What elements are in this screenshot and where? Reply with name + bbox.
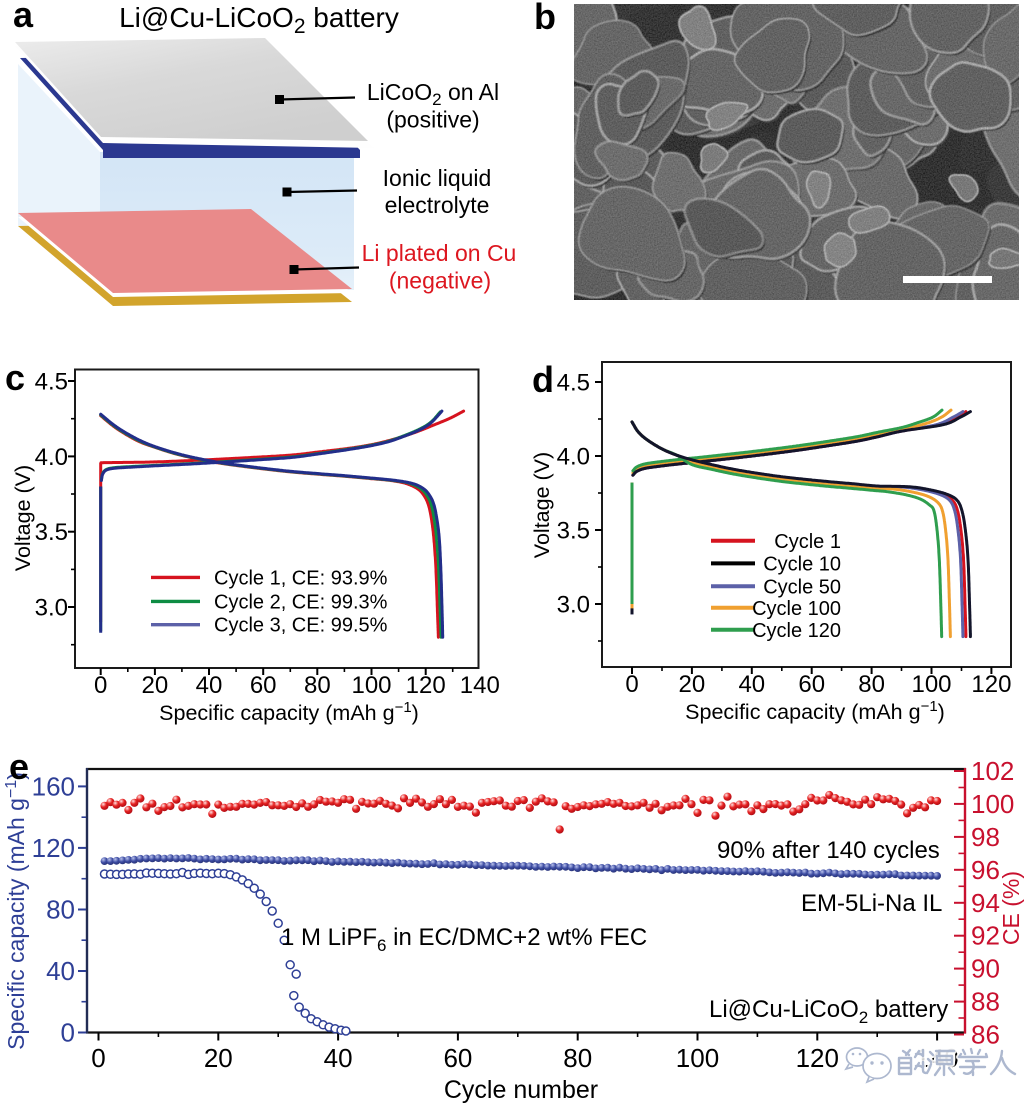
svg-text:20: 20 bbox=[204, 1043, 233, 1073]
svg-text:Specific capacity (mAh g−1): Specific capacity (mAh g−1) bbox=[685, 698, 945, 724]
svg-text:0: 0 bbox=[94, 672, 107, 699]
svg-text:40: 40 bbox=[46, 956, 75, 986]
svg-text:Li@Cu-LiCoO2 battery: Li@Cu-LiCoO2 battery bbox=[709, 996, 948, 1027]
svg-text:e: e bbox=[9, 746, 29, 787]
svg-text:Cycle 3, CE: 99.5%: Cycle 3, CE: 99.5% bbox=[214, 615, 388, 637]
svg-text:Ionic liquid: Ionic liquid bbox=[383, 165, 492, 191]
svg-text:4.5: 4.5 bbox=[557, 370, 590, 397]
svg-text:160: 160 bbox=[32, 771, 75, 801]
svg-text:electrolyte: electrolyte bbox=[385, 192, 490, 218]
svg-text:120: 120 bbox=[32, 833, 75, 863]
svg-text:80: 80 bbox=[858, 671, 885, 698]
svg-text:102: 102 bbox=[971, 756, 1014, 786]
svg-text:98: 98 bbox=[971, 822, 1000, 852]
svg-text:3.0: 3.0 bbox=[35, 595, 68, 622]
svg-text:100: 100 bbox=[971, 789, 1014, 819]
svg-text:Cycle number: Cycle number bbox=[444, 1076, 598, 1104]
svg-text:20: 20 bbox=[679, 671, 706, 698]
svg-text:Cycle 2, CE: 99.3%: Cycle 2, CE: 99.3% bbox=[214, 591, 388, 613]
svg-text:Specific capacity (mAh g−1): Specific capacity (mAh g−1) bbox=[159, 699, 419, 725]
svg-text:4.5: 4.5 bbox=[35, 369, 68, 396]
svg-text:20: 20 bbox=[142, 672, 169, 699]
svg-text:96: 96 bbox=[971, 855, 1000, 885]
svg-text:(negative): (negative) bbox=[389, 268, 491, 294]
svg-text:4.0: 4.0 bbox=[557, 444, 590, 471]
svg-text:Voltage (V): Voltage (V) bbox=[11, 465, 35, 571]
svg-text:3.5: 3.5 bbox=[557, 518, 590, 545]
svg-text:Voltage (V): Voltage (V) bbox=[530, 452, 554, 558]
svg-text:0: 0 bbox=[61, 1018, 75, 1048]
svg-text:c: c bbox=[5, 357, 25, 398]
svg-text:40: 40 bbox=[196, 672, 223, 699]
svg-text:Specific capacity (mAh g−1): Specific capacity (mAh g−1) bbox=[3, 772, 29, 1050]
svg-text:3.5: 3.5 bbox=[35, 519, 68, 546]
svg-text:60: 60 bbox=[250, 672, 277, 699]
svg-text:90% after 140 cycles: 90% after 140 cycles bbox=[717, 837, 940, 864]
svg-text:Cycle 10: Cycle 10 bbox=[763, 553, 841, 575]
svg-text:40: 40 bbox=[738, 671, 765, 698]
svg-text:90: 90 bbox=[971, 954, 1000, 984]
svg-text:60: 60 bbox=[798, 671, 825, 698]
svg-text:120: 120 bbox=[971, 671, 1011, 698]
svg-text:120: 120 bbox=[796, 1043, 839, 1073]
svg-text:80: 80 bbox=[563, 1043, 592, 1073]
svg-text:CE (%): CE (%) bbox=[998, 871, 1024, 945]
svg-text:80: 80 bbox=[46, 894, 75, 924]
svg-text:88: 88 bbox=[971, 987, 1000, 1017]
svg-text:a: a bbox=[13, 0, 34, 35]
svg-text:1 M LiPF6 in EC/DMC+2 wt% FEC: 1 M LiPF6 in EC/DMC+2 wt% FEC bbox=[281, 924, 647, 955]
svg-text:Cycle 1, CE: 93.9%: Cycle 1, CE: 93.9% bbox=[214, 567, 388, 589]
svg-text:0: 0 bbox=[91, 1043, 105, 1073]
svg-text:100: 100 bbox=[911, 671, 951, 698]
svg-text:0: 0 bbox=[625, 671, 638, 698]
svg-text:Li plated on Cu: Li plated on Cu bbox=[362, 240, 517, 266]
svg-text:Cycle 100: Cycle 100 bbox=[752, 598, 841, 620]
svg-text:86: 86 bbox=[971, 1020, 1000, 1050]
svg-text:d: d bbox=[532, 359, 554, 400]
svg-text:3.0: 3.0 bbox=[557, 592, 590, 619]
svg-text:80: 80 bbox=[304, 672, 331, 699]
svg-text:Cycle 1: Cycle 1 bbox=[774, 531, 841, 553]
svg-text:LiCoO2 on Al: LiCoO2 on Al bbox=[367, 79, 499, 109]
svg-text:60: 60 bbox=[443, 1043, 472, 1073]
svg-text:92: 92 bbox=[971, 921, 1000, 951]
svg-text:140: 140 bbox=[460, 672, 500, 699]
svg-text:Cycle 120: Cycle 120 bbox=[752, 620, 841, 642]
svg-text:94: 94 bbox=[971, 888, 1000, 918]
svg-text:b: b bbox=[534, 0, 556, 37]
svg-text:EM-5Li-Na IL: EM-5Li-Na IL bbox=[801, 890, 942, 917]
svg-text:100: 100 bbox=[351, 672, 391, 699]
svg-text:Cycle 50: Cycle 50 bbox=[763, 576, 841, 598]
svg-text:40: 40 bbox=[324, 1043, 353, 1073]
svg-text:4.0: 4.0 bbox=[35, 444, 68, 471]
svg-text:Li@Cu-LiCoO2 battery: Li@Cu-LiCoO2 battery bbox=[119, 2, 399, 38]
svg-text:(positive): (positive) bbox=[386, 107, 479, 133]
svg-text:120: 120 bbox=[406, 672, 446, 699]
svg-text:100: 100 bbox=[676, 1043, 719, 1073]
